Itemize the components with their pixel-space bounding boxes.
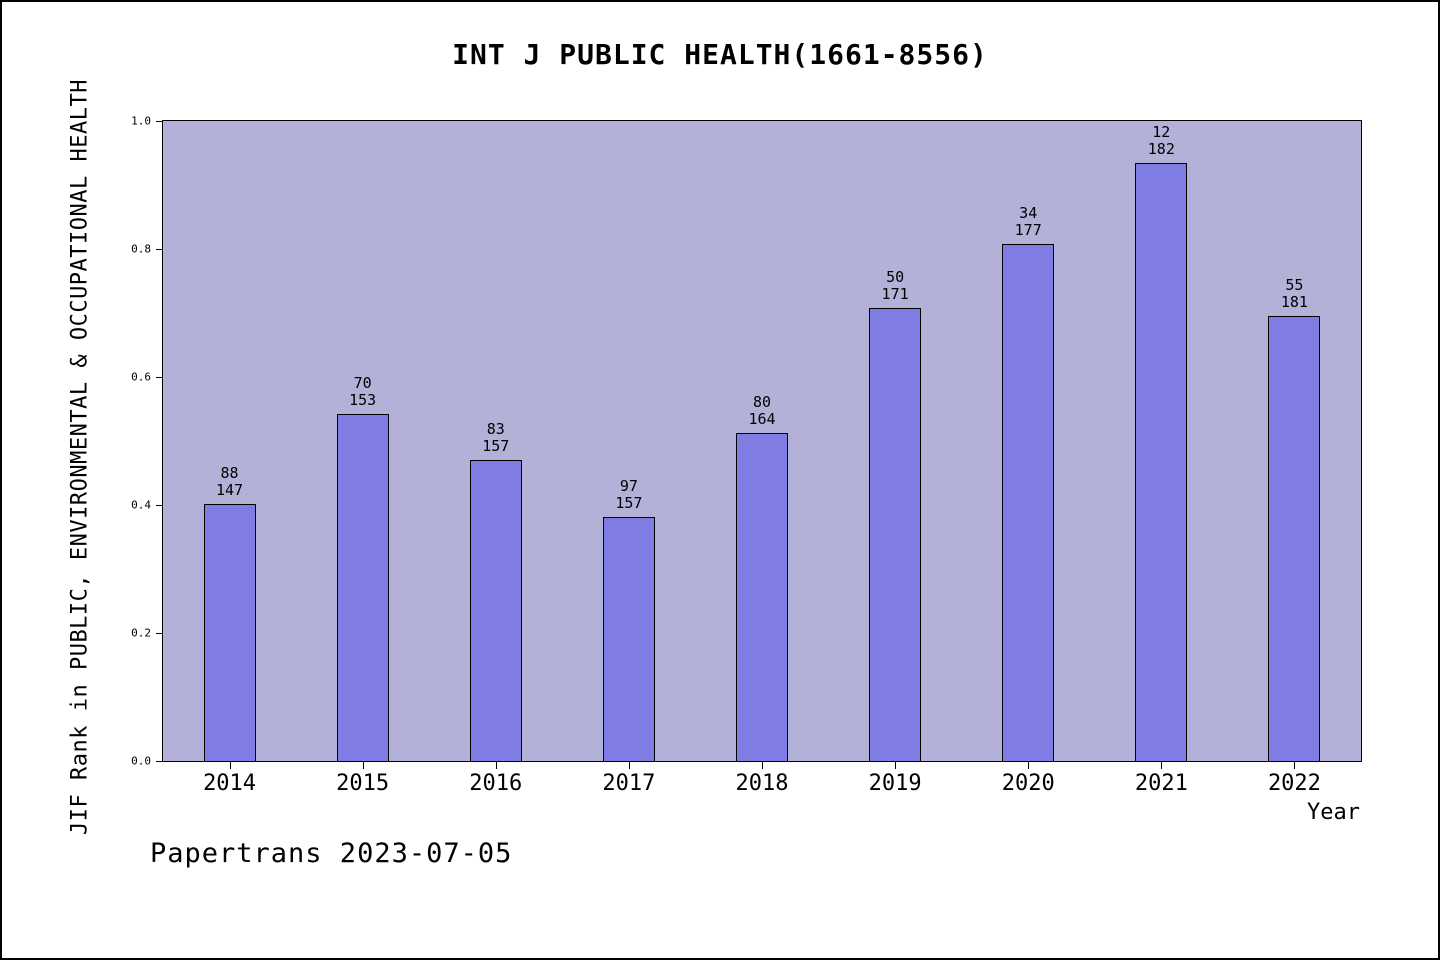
bar <box>469 459 522 761</box>
y-tick-label: 0.6 <box>131 370 151 384</box>
bar-column: 83 157 <box>429 121 562 769</box>
bar-column: 50 171 <box>829 121 962 769</box>
x-axis-tick <box>628 762 630 769</box>
bar-column: 70 153 <box>296 121 429 769</box>
x-axis-tick-labels: 2014 2015 2016 2017 2018 2019 2020 2021 2022 <box>163 771 1361 796</box>
bar-value-label: 83 157 <box>429 419 562 455</box>
bar-total-value: 182 <box>1147 140 1175 159</box>
bar-value-label: 55 181 <box>1228 275 1361 311</box>
bar-total-value: 181 <box>1280 292 1308 311</box>
y-tick-label: 0.2 <box>131 626 151 640</box>
bar-column: 88 147 <box>163 121 296 769</box>
y-axis-tick <box>156 504 163 506</box>
x-tick-label: 2017 <box>602 771 656 796</box>
bar-column: 97 157 <box>562 121 695 769</box>
x-tick-label: 2021 <box>1134 771 1188 796</box>
bar-rank-value: 88 <box>220 464 239 483</box>
bar-column: 80 164 <box>695 121 828 769</box>
y-axis-tick <box>156 376 163 378</box>
bar-column: 34 177 <box>962 121 1095 769</box>
bar-rank-value: 70 <box>353 374 372 393</box>
bar-total-value: 157 <box>615 493 643 512</box>
y-axis-tick <box>156 760 163 762</box>
bar-value-label: 34 177 <box>962 203 1095 239</box>
footer-watermark: Papertrans 2023-07-05 <box>150 838 513 869</box>
x-tick-label: 2018 <box>735 771 789 796</box>
bars-container: 88 147 70 153 83 157 97 157 80 164 50 171 34 177 12 182… <box>163 121 1361 769</box>
x-axis-label: Year <box>1307 800 1360 825</box>
bar <box>203 504 256 761</box>
x-axis-tick <box>1028 762 1030 769</box>
bar-value-label: 50 171 <box>829 267 962 303</box>
bar-total-value: 171 <box>881 284 909 303</box>
y-tick-label: 0.8 <box>131 242 151 256</box>
bar <box>1135 163 1188 761</box>
bar-value-label: 70 153 <box>296 375 429 409</box>
x-axis-tick <box>895 762 897 769</box>
x-tick-label: 2014 <box>203 771 257 796</box>
bar-rank-value: 34 <box>1019 203 1038 222</box>
bar <box>869 307 922 761</box>
bar <box>1268 315 1321 761</box>
chart-title: INT J PUBLIC HEALTH(1661-8556) <box>452 38 988 71</box>
bar-total-value: 157 <box>482 436 510 455</box>
bar <box>336 414 389 761</box>
x-tick-label: 2020 <box>1001 771 1055 796</box>
bar-total-value: 177 <box>1014 220 1042 239</box>
y-axis-label: JIF Rank in PUBLIC, ENVIRONMENTAL & OCCU… <box>67 79 93 835</box>
bar-value-label: 12 182 <box>1095 124 1228 158</box>
x-tick-label: 2016 <box>469 771 523 796</box>
bar-column: 12 182 <box>1095 121 1228 769</box>
x-axis-tick <box>1294 762 1296 769</box>
bar-rank-value: 12 <box>1152 123 1171 142</box>
plot-area: 88 147 70 153 83 157 97 157 80 164 50 171 34 177 12 182… <box>131 115 1362 796</box>
bar-rank-value: 83 <box>486 419 505 438</box>
x-tick-label: 2019 <box>868 771 922 796</box>
x-tick-label: 2015 <box>336 771 390 796</box>
bar-column: 55 181 <box>1228 121 1361 769</box>
bar-rank-value: 97 <box>619 476 638 495</box>
bar-total-value: 147 <box>216 481 244 500</box>
bar-value-label: 80 164 <box>695 394 828 428</box>
y-tick-label: 0.4 <box>131 498 151 512</box>
bar-total-value: 164 <box>748 410 776 429</box>
x-axis-tick <box>362 762 364 769</box>
bar-rank-value: 50 <box>886 267 905 286</box>
bar-total-value: 153 <box>349 391 377 410</box>
y-axis-tick <box>156 248 163 250</box>
x-axis-tick <box>1161 762 1163 769</box>
x-axis-tick <box>495 762 497 769</box>
x-tick-label: 2022 <box>1267 771 1321 796</box>
y-axis-tick <box>156 632 163 634</box>
bar-rank-value: 80 <box>752 393 772 412</box>
x-axis-tick <box>229 762 231 769</box>
bar-value-label: 97 157 <box>562 476 695 512</box>
y-tick-label: 0.0 <box>131 754 151 768</box>
y-axis-tick <box>156 120 163 122</box>
y-tick-label: 1.0 <box>131 114 151 128</box>
bar <box>602 516 655 761</box>
bar-rank-value: 55 <box>1285 275 1304 294</box>
bar <box>1002 243 1055 761</box>
x-axis-tick <box>761 762 763 769</box>
bar-value-label: 88 147 <box>163 465 296 499</box>
bar <box>735 433 788 761</box>
